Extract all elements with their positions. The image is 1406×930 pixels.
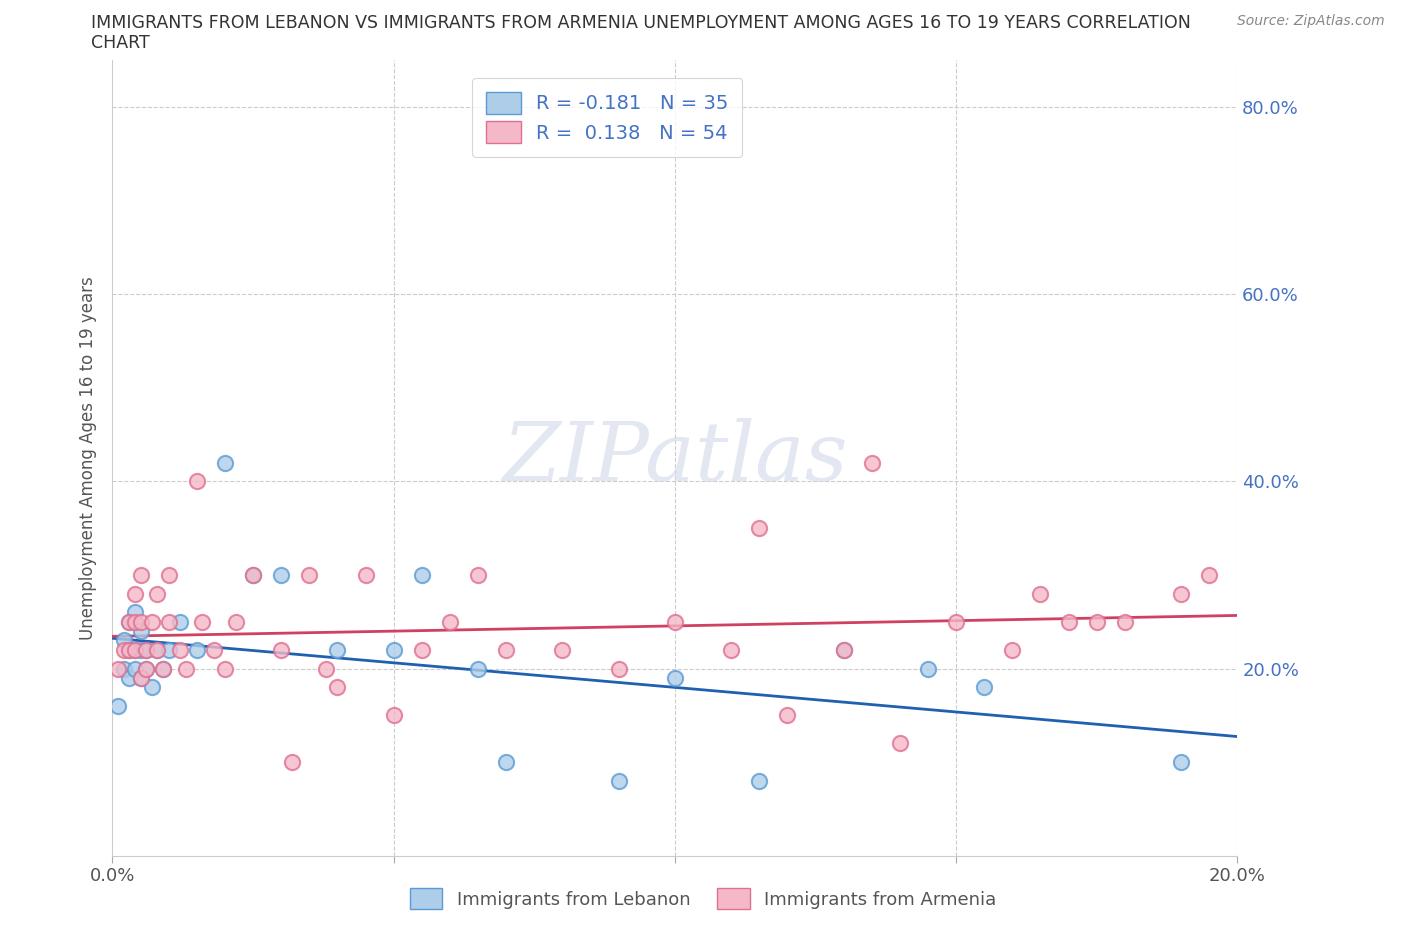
Point [1198,567,1220,582]
Point [146,586,169,601]
Point [270,567,292,582]
Point [129,671,152,685]
Point [118,643,141,658]
Point [411,567,433,582]
Point [214,456,236,471]
Point [382,643,405,658]
Point [112,633,135,648]
Point [152,661,174,676]
Point [152,661,174,676]
Point [973,680,995,695]
Point [776,708,799,723]
Point [607,661,630,676]
Point [129,624,152,639]
Point [945,615,967,630]
Point [889,736,911,751]
Point [214,661,236,676]
Point [354,567,377,582]
Point [495,754,517,769]
Point [664,615,686,630]
Point [118,671,141,685]
Point [146,643,169,658]
Point [1114,615,1136,630]
Point [382,708,405,723]
Point [169,643,191,658]
Point [124,643,146,658]
Point [129,643,152,658]
Point [118,643,141,658]
Point [1001,643,1024,658]
Point [298,567,321,582]
Point [411,643,433,658]
Point [495,643,517,658]
Point [281,754,304,769]
Point [186,474,208,489]
Point [467,661,489,676]
Point [1085,615,1108,630]
Point [174,661,197,676]
Point [141,615,163,630]
Point [242,567,264,582]
Point [1170,586,1192,601]
Point [467,567,489,582]
Point [186,643,208,658]
Point [129,671,152,685]
Point [107,661,129,676]
Point [118,615,141,630]
Point [135,643,157,658]
Point [720,643,742,658]
Text: CHART: CHART [91,34,150,52]
Point [157,615,180,630]
Point [551,643,574,658]
Point [124,604,146,619]
Point [326,680,349,695]
Point [202,643,225,658]
Text: ZIPatlas: ZIPatlas [502,418,848,498]
Point [146,643,169,658]
Point [607,774,630,789]
Point [157,643,180,658]
Point [860,456,883,471]
Legend: Immigrants from Lebanon, Immigrants from Armenia: Immigrants from Lebanon, Immigrants from… [402,881,1004,916]
Point [832,643,855,658]
Point [129,615,152,630]
Point [326,643,349,658]
Point [124,615,146,630]
Point [107,698,129,713]
Y-axis label: Unemployment Among Ages 16 to 19 years: Unemployment Among Ages 16 to 19 years [79,276,97,640]
Text: Source: ZipAtlas.com: Source: ZipAtlas.com [1237,14,1385,28]
Legend: R = -0.181   N = 35, R =  0.138   N = 54: R = -0.181 N = 35, R = 0.138 N = 54 [472,78,742,157]
Point [141,680,163,695]
Point [748,521,770,536]
Point [169,615,191,630]
Point [112,661,135,676]
Point [1057,615,1080,630]
Point [191,615,214,630]
Point [1170,754,1192,769]
Point [1029,586,1052,601]
Point [157,567,180,582]
Point [748,774,770,789]
Point [129,567,152,582]
Point [439,615,461,630]
Point [832,643,855,658]
Point [124,586,146,601]
Point [242,567,264,582]
Point [124,661,146,676]
Point [135,661,157,676]
Point [225,615,247,630]
Point [315,661,337,676]
Text: IMMIGRANTS FROM LEBANON VS IMMIGRANTS FROM ARMENIA UNEMPLOYMENT AMONG AGES 16 TO: IMMIGRANTS FROM LEBANON VS IMMIGRANTS FR… [91,14,1191,32]
Point [270,643,292,658]
Point [112,643,135,658]
Point [118,615,141,630]
Point [664,671,686,685]
Point [917,661,939,676]
Point [124,643,146,658]
Point [135,661,157,676]
Point [135,643,157,658]
